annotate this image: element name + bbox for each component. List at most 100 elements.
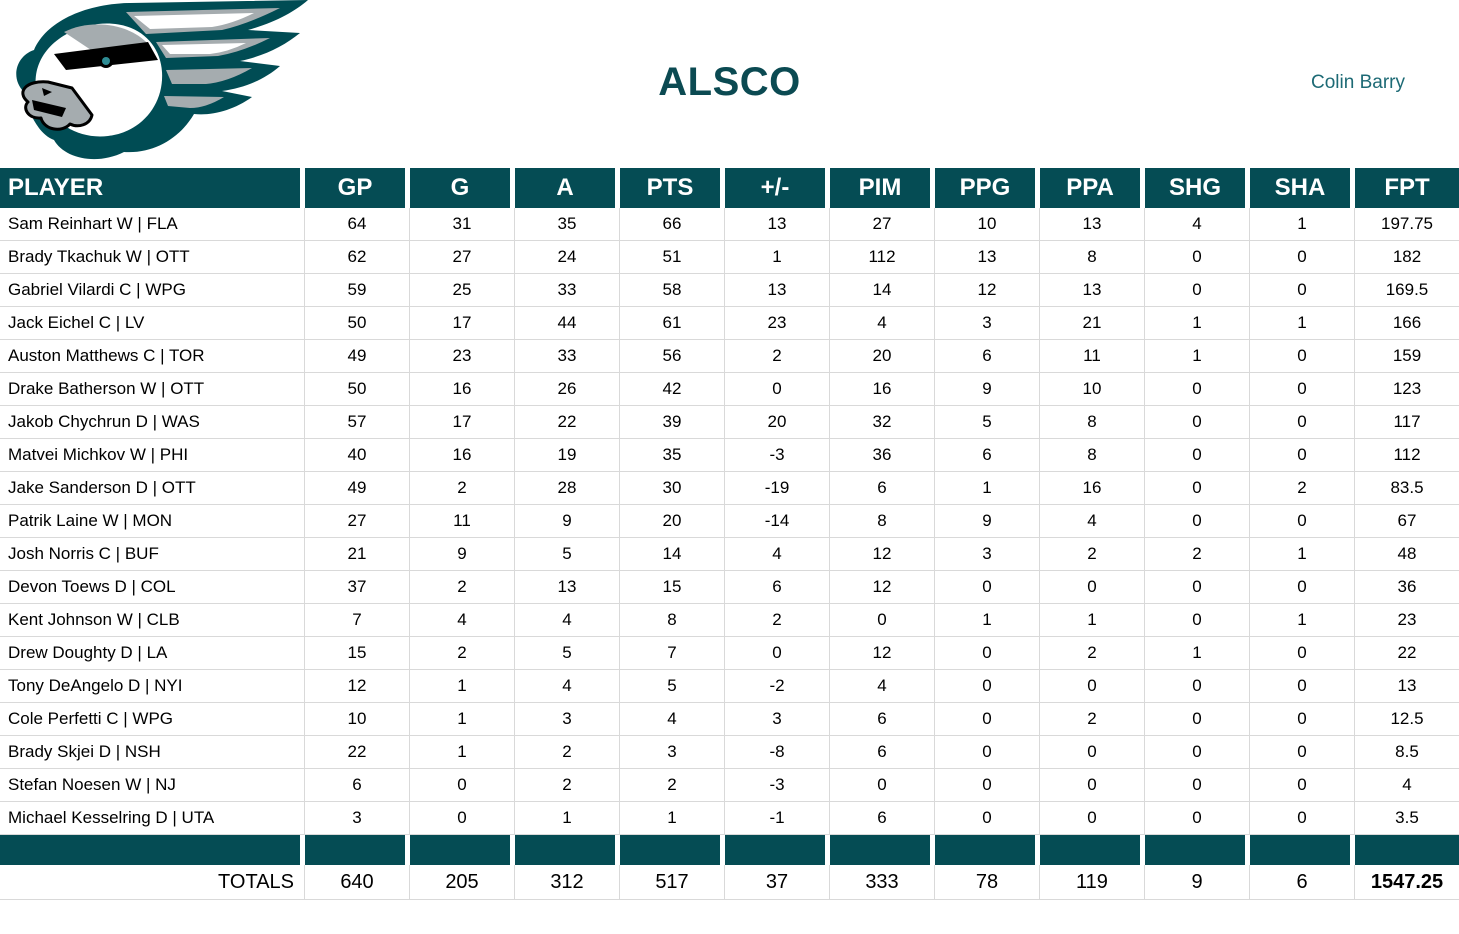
stat-cell-g[interactable]: 0 xyxy=(410,802,515,835)
totals-label[interactable]: TOTALS xyxy=(0,865,305,900)
stat-cell-ppa[interactable]: 0 xyxy=(1040,769,1145,802)
stat-cell-pim[interactable]: 8 xyxy=(830,505,935,538)
stat-cell-plus-minus[interactable]: 4 xyxy=(725,538,830,571)
stat-cell-a[interactable]: 2 xyxy=(515,736,620,769)
stat-cell-pim[interactable]: 32 xyxy=(830,406,935,439)
total-cell-a[interactable]: 312 xyxy=(515,865,620,900)
stat-cell-ppa[interactable]: 0 xyxy=(1040,736,1145,769)
stat-cell-a[interactable]: 26 xyxy=(515,373,620,406)
stat-cell-ppg[interactable]: 0 xyxy=(935,802,1040,835)
stat-cell-pim[interactable]: 6 xyxy=(830,472,935,505)
stat-cell-pts[interactable]: 15 xyxy=(620,571,725,604)
stat-cell-a[interactable]: 1 xyxy=(515,802,620,835)
stat-cell-ppg[interactable]: 0 xyxy=(935,637,1040,670)
column-header-g[interactable]: G xyxy=(410,168,515,208)
stat-cell-shg[interactable]: 0 xyxy=(1145,769,1250,802)
stat-cell-a[interactable]: 22 xyxy=(515,406,620,439)
stat-cell-a[interactable]: 5 xyxy=(515,538,620,571)
player-cell[interactable]: Devon Toews D | COL xyxy=(0,571,305,604)
stat-cell-pts[interactable]: 30 xyxy=(620,472,725,505)
stat-cell-ppa[interactable]: 2 xyxy=(1040,703,1145,736)
stat-cell-plus-minus[interactable]: -1 xyxy=(725,802,830,835)
stat-cell-g[interactable]: 1 xyxy=(410,670,515,703)
stat-cell-pim[interactable]: 4 xyxy=(830,307,935,340)
stat-cell-shg[interactable]: 0 xyxy=(1145,670,1250,703)
stat-cell-fpt[interactable]: 12.5 xyxy=(1355,703,1459,736)
column-header-fpt[interactable]: FPT xyxy=(1355,168,1459,208)
stat-cell-ppa[interactable]: 16 xyxy=(1040,472,1145,505)
player-cell[interactable]: Patrik Laine W | MON xyxy=(0,505,305,538)
player-cell[interactable]: Cole Perfetti C | WPG xyxy=(0,703,305,736)
stat-cell-a[interactable]: 33 xyxy=(515,340,620,373)
stat-cell-a[interactable]: 44 xyxy=(515,307,620,340)
stat-cell-pim[interactable]: 6 xyxy=(830,736,935,769)
stat-cell-g[interactable]: 2 xyxy=(410,472,515,505)
stat-cell-fpt[interactable]: 83.5 xyxy=(1355,472,1459,505)
player-cell[interactable]: Jake Sanderson D | OTT xyxy=(0,472,305,505)
stat-cell-g[interactable]: 31 xyxy=(410,208,515,241)
stat-cell-gp[interactable]: 64 xyxy=(305,208,410,241)
stat-cell-pts[interactable]: 4 xyxy=(620,703,725,736)
stat-cell-plus-minus[interactable]: 6 xyxy=(725,571,830,604)
stat-cell-plus-minus[interactable]: 2 xyxy=(725,604,830,637)
stat-cell-sha[interactable]: 2 xyxy=(1250,472,1355,505)
stat-cell-gp[interactable]: 12 xyxy=(305,670,410,703)
stat-cell-plus-minus[interactable]: 1 xyxy=(725,241,830,274)
stat-cell-shg[interactable]: 1 xyxy=(1145,637,1250,670)
player-cell[interactable]: Sam Reinhart W | FLA xyxy=(0,208,305,241)
stat-cell-ppa[interactable]: 2 xyxy=(1040,538,1145,571)
stat-cell-fpt[interactable]: 23 xyxy=(1355,604,1459,637)
stat-cell-sha[interactable]: 0 xyxy=(1250,571,1355,604)
stat-cell-ppa[interactable]: 0 xyxy=(1040,802,1145,835)
stat-cell-sha[interactable]: 0 xyxy=(1250,769,1355,802)
stat-cell-a[interactable]: 3 xyxy=(515,703,620,736)
player-cell[interactable]: Gabriel Vilardi C | WPG xyxy=(0,274,305,307)
stat-cell-fpt[interactable]: 117 xyxy=(1355,406,1459,439)
player-cell[interactable]: Brady Tkachuk W | OTT xyxy=(0,241,305,274)
player-cell[interactable]: Drew Doughty D | LA xyxy=(0,637,305,670)
stat-cell-pts[interactable]: 39 xyxy=(620,406,725,439)
stat-cell-sha[interactable]: 0 xyxy=(1250,406,1355,439)
stat-cell-sha[interactable]: 0 xyxy=(1250,274,1355,307)
stat-cell-g[interactable]: 25 xyxy=(410,274,515,307)
stat-cell-shg[interactable]: 0 xyxy=(1145,802,1250,835)
stat-cell-gp[interactable]: 57 xyxy=(305,406,410,439)
stat-cell-ppa[interactable]: 8 xyxy=(1040,406,1145,439)
stat-cell-ppg[interactable]: 12 xyxy=(935,274,1040,307)
stat-cell-shg[interactable]: 2 xyxy=(1145,538,1250,571)
stat-cell-pts[interactable]: 66 xyxy=(620,208,725,241)
stat-cell-fpt[interactable]: 3.5 xyxy=(1355,802,1459,835)
stat-cell-sha[interactable]: 0 xyxy=(1250,637,1355,670)
stat-cell-fpt[interactable]: 182 xyxy=(1355,241,1459,274)
stat-cell-shg[interactable]: 0 xyxy=(1145,472,1250,505)
stat-cell-shg[interactable]: 0 xyxy=(1145,274,1250,307)
stat-cell-sha[interactable]: 0 xyxy=(1250,802,1355,835)
stat-cell-shg[interactable]: 1 xyxy=(1145,340,1250,373)
stat-cell-shg[interactable]: 0 xyxy=(1145,406,1250,439)
stat-cell-ppg[interactable]: 5 xyxy=(935,406,1040,439)
player-cell[interactable]: Matvei Michkov W | PHI xyxy=(0,439,305,472)
total-cell-pts[interactable]: 517 xyxy=(620,865,725,900)
stat-cell-pim[interactable]: 112 xyxy=(830,241,935,274)
stat-cell-ppg[interactable]: 3 xyxy=(935,538,1040,571)
stat-cell-gp[interactable]: 27 xyxy=(305,505,410,538)
player-cell[interactable]: Brady Skjei D | NSH xyxy=(0,736,305,769)
stat-cell-a[interactable]: 28 xyxy=(515,472,620,505)
total-cell-g[interactable]: 205 xyxy=(410,865,515,900)
stat-cell-gp[interactable]: 50 xyxy=(305,307,410,340)
stat-cell-plus-minus[interactable]: 0 xyxy=(725,637,830,670)
stat-cell-pim[interactable]: 0 xyxy=(830,604,935,637)
stat-cell-ppg[interactable]: 0 xyxy=(935,670,1040,703)
total-cell-ppa[interactable]: 119 xyxy=(1040,865,1145,900)
stat-cell-pim[interactable]: 12 xyxy=(830,571,935,604)
total-cell-shg[interactable]: 9 xyxy=(1145,865,1250,900)
stat-cell-shg[interactable]: 0 xyxy=(1145,736,1250,769)
stat-cell-sha[interactable]: 0 xyxy=(1250,241,1355,274)
stat-cell-fpt[interactable]: 4 xyxy=(1355,769,1459,802)
total-cell-gp[interactable]: 640 xyxy=(305,865,410,900)
stat-cell-ppg[interactable]: 0 xyxy=(935,736,1040,769)
stat-cell-g[interactable]: 4 xyxy=(410,604,515,637)
stat-cell-gp[interactable]: 59 xyxy=(305,274,410,307)
stat-cell-pts[interactable]: 5 xyxy=(620,670,725,703)
player-cell[interactable]: Jack Eichel C | LV xyxy=(0,307,305,340)
